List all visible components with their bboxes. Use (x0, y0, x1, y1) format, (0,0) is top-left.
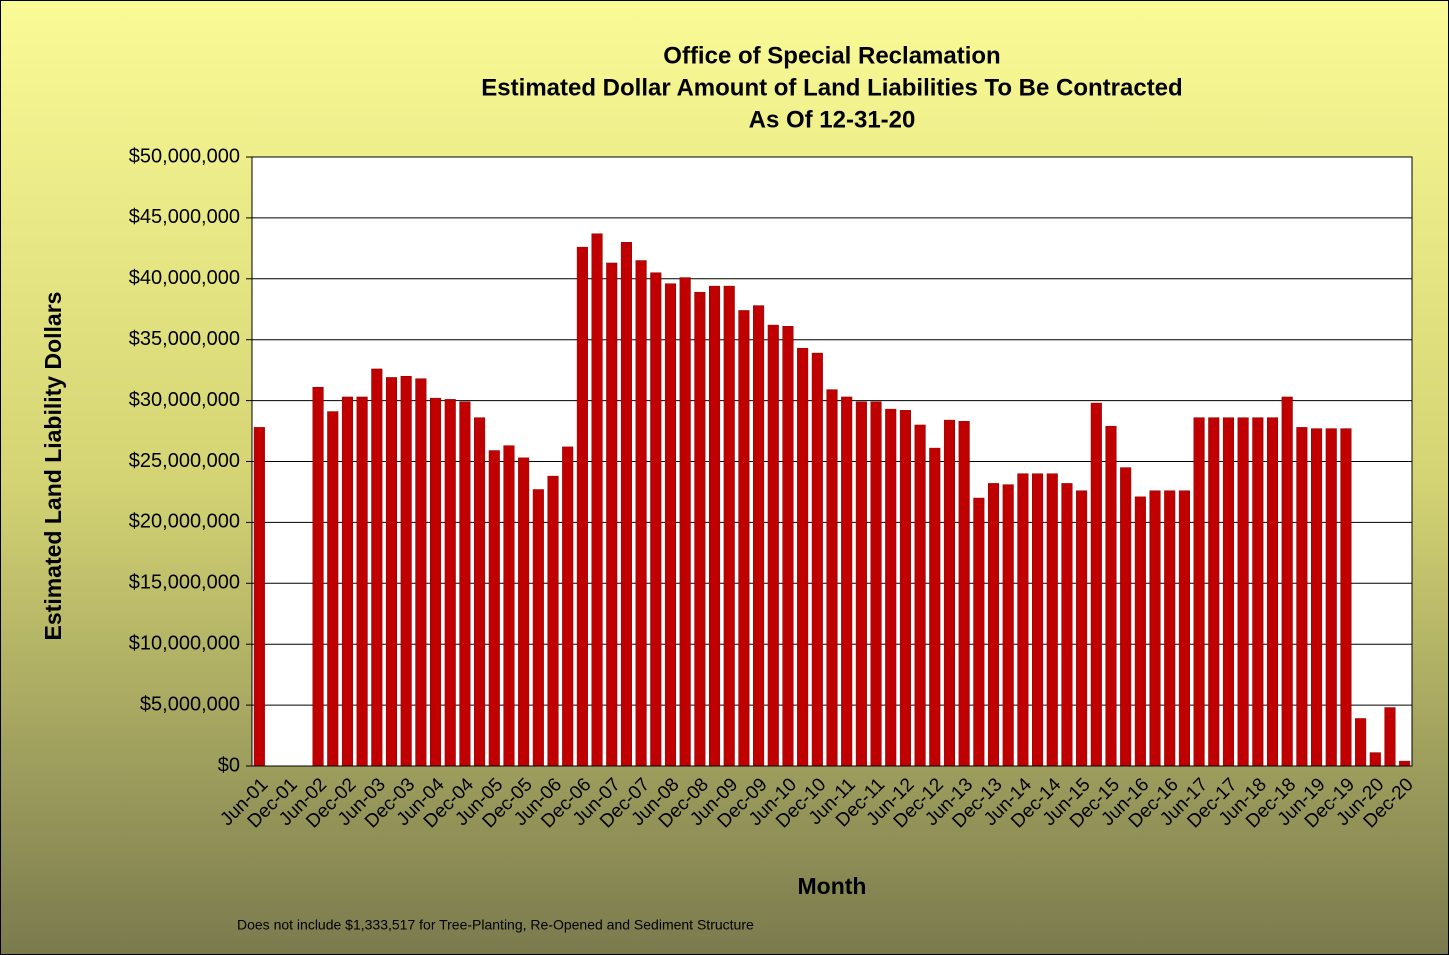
y-tick-label: $30,000,000 (129, 389, 240, 411)
bar (797, 347, 809, 767)
bar (855, 401, 867, 767)
bar (753, 305, 765, 767)
bar (415, 378, 427, 767)
bar (914, 424, 926, 767)
bar (620, 242, 632, 767)
chart-title: Office of Special Reclamation (663, 42, 1000, 69)
bar (650, 272, 662, 767)
bar (547, 475, 559, 767)
y-tick-label: $35,000,000 (129, 328, 240, 350)
footnote: Does not include $1,333,517 for Tree-Pla… (237, 917, 754, 933)
bar (723, 285, 735, 767)
y-tick-label: $20,000,000 (129, 511, 240, 533)
bar (356, 396, 368, 767)
bar (826, 389, 838, 767)
bar (371, 368, 383, 767)
bar (899, 410, 911, 767)
bar (518, 457, 530, 767)
bar (444, 399, 456, 767)
bar (1325, 428, 1337, 767)
bar (1237, 417, 1249, 767)
bar (503, 445, 515, 767)
bar (488, 450, 500, 767)
y-tick-label: $45,000,000 (129, 206, 240, 228)
bar (767, 324, 779, 767)
bar (430, 397, 442, 767)
bar (1120, 467, 1132, 767)
bar (1399, 760, 1411, 767)
bar (987, 483, 1000, 767)
bar (679, 277, 691, 767)
bar (400, 375, 412, 767)
bar (1149, 490, 1161, 767)
bar (1384, 707, 1396, 767)
bar (532, 489, 544, 767)
y-tick-label: $15,000,000 (129, 572, 240, 594)
bar (1340, 428, 1352, 767)
bar (385, 377, 398, 767)
bar (870, 401, 882, 767)
bar (782, 326, 794, 767)
bar (1105, 425, 1117, 767)
bar (327, 411, 339, 767)
bar (943, 419, 956, 767)
bar (811, 352, 823, 767)
bar (1369, 752, 1381, 767)
bar (738, 310, 750, 767)
bar (1032, 473, 1044, 767)
bar (459, 401, 471, 767)
y-tick-label: $40,000,000 (129, 267, 240, 289)
bar (1355, 718, 1367, 767)
bar (635, 260, 647, 767)
bar (1178, 490, 1190, 767)
y-tick-label: $0 (218, 754, 240, 776)
bar (1296, 427, 1308, 767)
y-axis-label: Estimated Land Liability Dollars (40, 292, 66, 641)
bar (1252, 417, 1264, 767)
bar (1311, 428, 1323, 767)
bar (885, 408, 897, 767)
bar (341, 396, 353, 767)
x-axis-label: Month (798, 873, 867, 899)
bar (1222, 417, 1234, 767)
bar (1090, 402, 1102, 767)
bar (841, 396, 853, 767)
bar (664, 283, 677, 767)
bar (694, 291, 706, 767)
bar (312, 386, 324, 767)
bar (1208, 417, 1220, 767)
bar (1164, 490, 1176, 767)
y-tick-label: $5,000,000 (140, 693, 240, 715)
bar (1193, 417, 1205, 767)
bar (1017, 473, 1029, 767)
bar (929, 447, 941, 767)
bar (1002, 484, 1014, 767)
bar (708, 285, 721, 767)
bar (474, 417, 486, 767)
chart-title: Estimated Dollar Amount of Land Liabilit… (481, 74, 1182, 101)
bar (562, 446, 574, 767)
bar (606, 262, 618, 767)
plot-border (251, 156, 1413, 767)
bar (253, 427, 265, 767)
bar (591, 233, 603, 767)
y-tick-label: $10,000,000 (129, 632, 240, 654)
bar (973, 497, 985, 767)
bar (1281, 396, 1293, 767)
bar (958, 421, 970, 767)
bar (1266, 417, 1279, 767)
y-tick-label: $25,000,000 (129, 450, 240, 472)
bar (576, 246, 588, 767)
bar (1046, 473, 1058, 767)
bar (1061, 483, 1073, 767)
chart-title: As Of 12-31-20 (749, 106, 916, 133)
bar (1134, 496, 1146, 767)
bar (1076, 490, 1088, 767)
y-tick-label: $50,000,000 (129, 145, 240, 167)
